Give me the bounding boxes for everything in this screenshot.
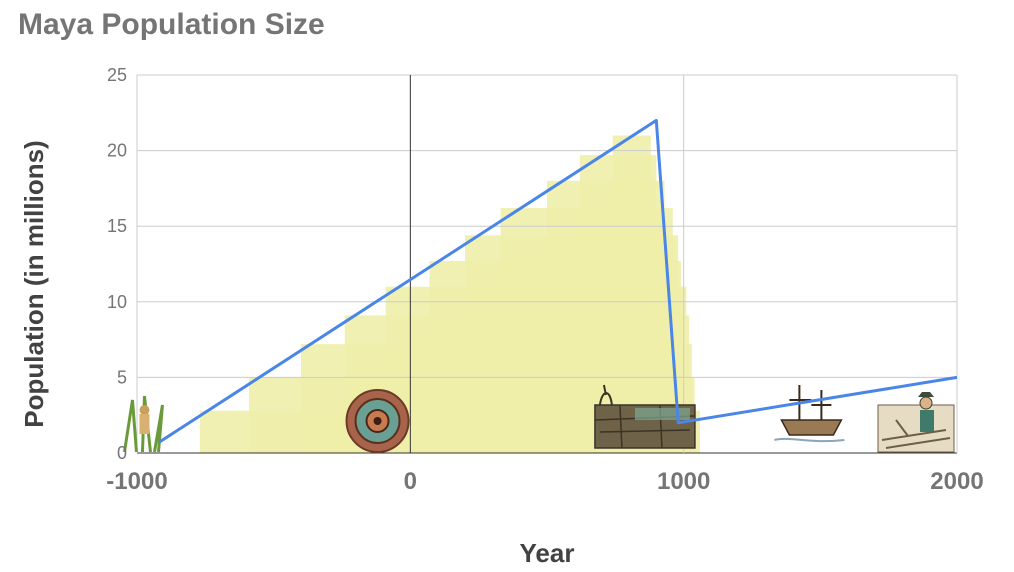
chart-title: Maya Population Size — [18, 8, 325, 41]
y-tick-label: 5 — [117, 367, 127, 387]
x-tick-label: -1000 — [106, 468, 167, 495]
maya-figure-icon — [122, 395, 164, 453]
aztec-calendar-icon — [345, 389, 410, 453]
settler-icon — [877, 392, 955, 453]
ship-icon — [774, 385, 845, 443]
y-tick-label: 0 — [117, 443, 127, 463]
y-axis-title: Population (in millions) — [19, 140, 49, 427]
x-tick-label: 1000 — [657, 468, 710, 495]
series-lines — [158, 118, 958, 444]
y-tick-label: 10 — [107, 292, 127, 312]
x-tick-label: 2000 — [930, 468, 983, 495]
gridlines — [136, 74, 958, 454]
x-axis-title: Year — [520, 538, 575, 568]
y-tick-label: 20 — [107, 141, 127, 161]
pyramid-step — [612, 135, 651, 454]
y-tick-label: 25 — [107, 65, 127, 85]
series-line — [158, 118, 958, 444]
x-tick-label: 0 — [404, 468, 417, 495]
y-tick-label: 15 — [107, 216, 127, 236]
tick-labels: 0 5 10 15 20 25 -1000 0 1000 2000 — [106, 65, 983, 495]
